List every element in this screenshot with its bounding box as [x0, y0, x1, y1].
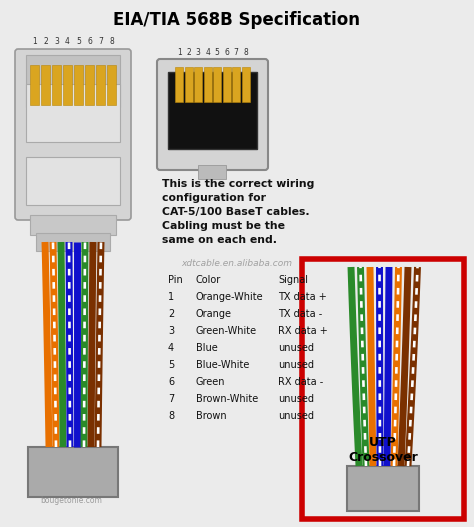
Text: 4: 4 [205, 48, 210, 57]
Bar [63, 65, 72, 105]
Bar [198, 165, 226, 179]
FancyBboxPatch shape [15, 49, 131, 220]
Bar [26, 55, 120, 107]
Text: 1: 1 [32, 37, 37, 46]
Text: Blue: Blue [196, 343, 218, 353]
Text: 2: 2 [186, 48, 191, 57]
Bar [204, 67, 212, 102]
Text: 7: 7 [168, 394, 174, 404]
Text: Signal: Signal [278, 275, 308, 285]
Bar [26, 157, 120, 205]
Text: 7: 7 [234, 48, 239, 57]
Bar [85, 65, 94, 105]
Text: 3: 3 [196, 48, 201, 57]
Bar [26, 84, 120, 142]
Text: 5: 5 [76, 37, 81, 46]
Text: 5: 5 [168, 360, 174, 370]
Text: TX data +: TX data + [278, 292, 327, 302]
Text: 8: 8 [168, 411, 174, 421]
Bar [30, 215, 116, 235]
Text: xdtcable.en.alibaba.com: xdtcable.en.alibaba.com [182, 259, 292, 268]
FancyBboxPatch shape [157, 59, 268, 170]
Text: Blue-White: Blue-White [196, 360, 249, 370]
Text: 8: 8 [243, 48, 248, 57]
Bar [96, 65, 105, 105]
Text: unused: unused [278, 360, 314, 370]
Text: 6: 6 [224, 48, 229, 57]
Text: Brown: Brown [196, 411, 227, 421]
Bar [175, 67, 183, 102]
Text: 5: 5 [215, 48, 219, 57]
Text: 1: 1 [168, 292, 174, 302]
Text: unused: unused [278, 343, 314, 353]
Bar [347, 466, 419, 511]
Text: Pin: Pin [168, 275, 183, 285]
Bar [107, 65, 116, 105]
Bar [52, 65, 61, 105]
Text: 8: 8 [109, 37, 114, 46]
Text: Orange: Orange [196, 309, 232, 319]
Bar [168, 72, 257, 149]
Text: Cabling must be the: Cabling must be the [162, 221, 285, 231]
Text: Color: Color [196, 275, 221, 285]
Text: 2: 2 [43, 37, 48, 46]
Bar [242, 67, 250, 102]
Text: Brown-White: Brown-White [196, 394, 258, 404]
Text: Orange-White: Orange-White [196, 292, 264, 302]
Text: RX data +: RX data + [278, 326, 328, 336]
Text: unused: unused [278, 394, 314, 404]
Bar [36, 233, 110, 251]
Text: Green-White: Green-White [196, 326, 257, 336]
Text: 6: 6 [168, 377, 174, 387]
Bar [74, 65, 83, 105]
Text: TX data -: TX data - [278, 309, 322, 319]
Bar [28, 447, 118, 497]
Text: configuration for: configuration for [162, 193, 266, 203]
Text: This is the correct wiring: This is the correct wiring [162, 179, 314, 189]
Text: UTP
Crossover: UTP Crossover [348, 436, 418, 464]
Text: 7: 7 [98, 37, 103, 46]
Text: 3: 3 [168, 326, 174, 336]
Text: 3: 3 [54, 37, 59, 46]
Text: 4: 4 [65, 37, 70, 46]
Text: 4: 4 [168, 343, 174, 353]
Text: 2: 2 [168, 309, 174, 319]
Bar [41, 65, 50, 105]
Text: same on each end.: same on each end. [162, 235, 277, 245]
Bar [302, 259, 464, 519]
Bar [232, 67, 240, 102]
Text: unused: unused [278, 411, 314, 421]
Bar [30, 65, 39, 105]
Text: 6: 6 [87, 37, 92, 46]
Text: CAT-5/100 BaseT cables.: CAT-5/100 BaseT cables. [162, 207, 310, 217]
Bar [194, 67, 202, 102]
Text: EIA/TIA 568B Specification: EIA/TIA 568B Specification [113, 11, 361, 29]
Bar [213, 67, 221, 102]
Text: bougetonie.com: bougetonie.com [40, 496, 102, 505]
Text: 1: 1 [177, 48, 182, 57]
Text: RX data -: RX data - [278, 377, 323, 387]
Bar [185, 67, 193, 102]
Text: Green: Green [196, 377, 226, 387]
Bar [223, 67, 231, 102]
